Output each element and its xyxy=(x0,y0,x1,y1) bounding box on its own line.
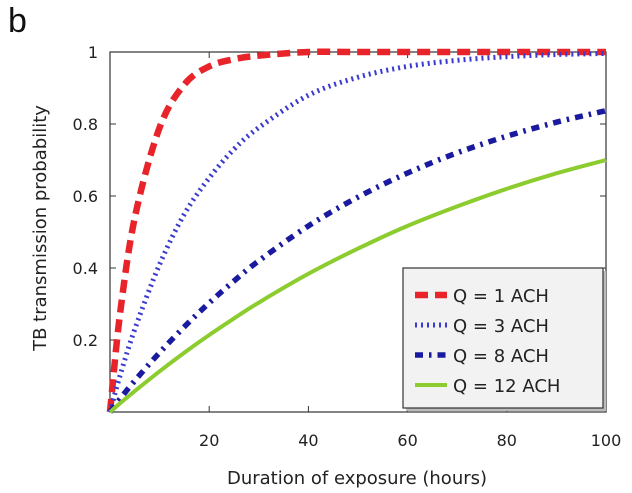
series-line-4 xyxy=(108,158,607,414)
legend-label-4: Q = 12 ACH xyxy=(453,376,560,397)
y-tick-label: 0.6 xyxy=(73,187,98,206)
legend: Q = 1 ACH Q = 3 ACH Q = 8 ACH Q = 12 ACH xyxy=(402,267,606,411)
x-axis-label: Duration of exposure (hours) xyxy=(227,468,487,489)
x-tick-label: 100 xyxy=(591,431,622,450)
series-line-3 xyxy=(107,108,607,414)
y-tick-label: 1 xyxy=(88,43,98,62)
legend-label-2: Q = 3 ACH xyxy=(453,316,549,337)
y-axis-label: TB transmission probability xyxy=(30,105,51,352)
series-layer xyxy=(106,48,607,414)
x-tick-label: 20 xyxy=(199,431,219,450)
series-line-1 xyxy=(106,48,606,413)
legend-label-1: Q = 1 ACH xyxy=(453,286,549,307)
x-tick-label: 60 xyxy=(397,431,417,450)
legend-box xyxy=(402,267,604,409)
legend-label-3: Q = 8 ACH xyxy=(453,346,549,367)
y-tick-label: 0.4 xyxy=(73,259,98,278)
panel-letter: b xyxy=(8,2,27,40)
x-tick-label: 80 xyxy=(497,431,517,450)
y-tick-label: 0.8 xyxy=(73,115,98,134)
x-tick-label: 40 xyxy=(298,431,318,450)
y-tick-label: 0.2 xyxy=(73,331,98,350)
